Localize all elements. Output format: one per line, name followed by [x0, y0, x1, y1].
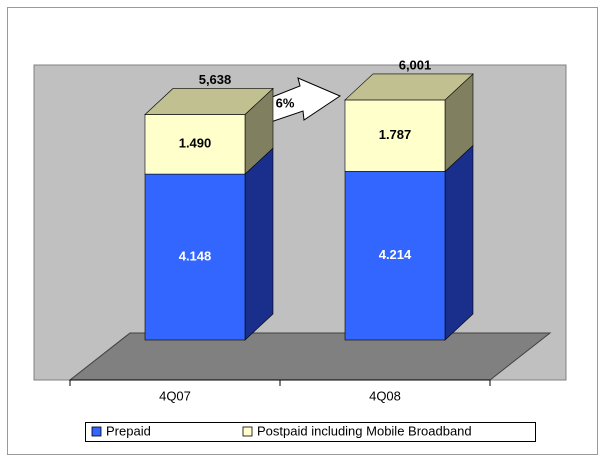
x-tick-label: 4Q08: [369, 388, 401, 403]
value-label: 4.214: [379, 247, 412, 262]
bar-top: [344, 73, 474, 101]
bar: [144, 114, 246, 175]
total-label: 6,001: [399, 57, 432, 72]
value-label: 1.787: [379, 127, 412, 142]
bar: [344, 99, 446, 172]
legend-swatch: [242, 426, 253, 437]
legend: [85, 422, 536, 442]
legend-swatch: [91, 426, 102, 437]
x-tick-label: 4Q07: [159, 388, 191, 403]
bar-side: [444, 144, 474, 341]
annotation: 6%: [276, 95, 295, 110]
floor: [68, 332, 552, 381]
bar: [344, 171, 446, 341]
bar-top: [144, 88, 274, 115]
legend-label: Postpaid including Mobile Broadband: [257, 423, 472, 438]
value-label: 1.490: [179, 136, 212, 151]
bar-side: [244, 147, 274, 341]
plot-area: [33, 64, 567, 381]
value-label: 4.148: [179, 248, 212, 263]
bar: [144, 173, 246, 341]
legend-label: Prepaid: [106, 423, 151, 438]
total-label: 5,638: [199, 72, 232, 87]
